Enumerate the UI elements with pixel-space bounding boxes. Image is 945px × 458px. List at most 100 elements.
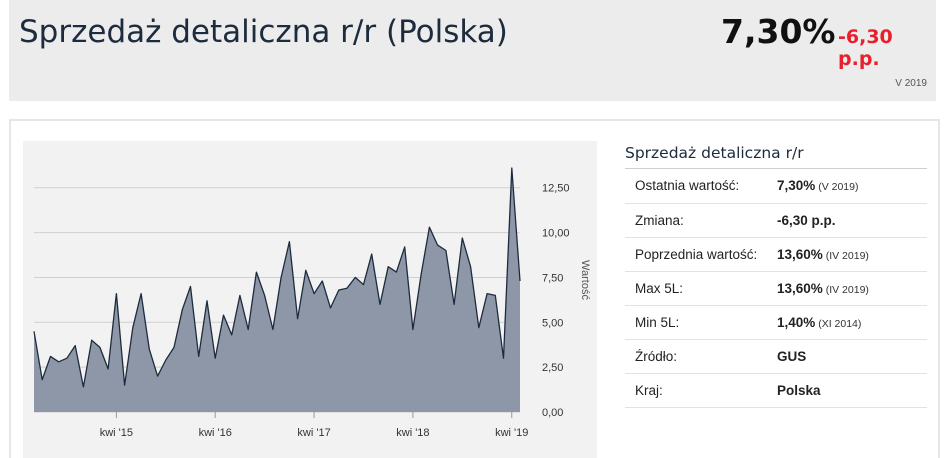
info-value-text: GUS [777,348,807,364]
data-point [412,328,414,330]
data-point [272,328,274,330]
line-chart[interactable]: 0,00 2,50 5,00 7,50 10,00 12,50 kwi '15 kwi '16… [23,141,597,458]
info-value-period: (XI 2014) [815,317,862,330]
info-row-label: Poprzednia wartość: [635,246,758,262]
y-tick-label: 10,00 [542,228,570,240]
data-point [66,357,68,359]
data-point [214,357,216,359]
info-value-period: (V 2019) [815,181,859,194]
info-row: Min 5L: 1,40% (XI 2014) [625,305,927,339]
data-point [338,289,340,291]
y-axis-label: Wartość [579,260,591,300]
data-point [494,294,496,296]
data-point [181,309,183,311]
data-point [436,244,438,246]
series-line [33,167,521,388]
data-point [74,344,76,346]
data-point [140,292,142,294]
x-tick-label: kwi '18 [396,427,429,439]
data-point [239,294,241,296]
info-row: Kraj: Polska [625,373,927,407]
data-point [428,226,430,228]
y-tick-label: 5,00 [542,317,563,329]
x-tick-label: kwi '16 [199,427,232,439]
data-point [404,246,406,248]
info-value-text: Polska [777,382,821,398]
data-point [486,292,488,294]
y-tick-label: 7,50 [542,272,563,284]
data-point [305,269,307,271]
data-point [502,357,504,359]
data-point [156,375,158,377]
data-point [354,276,356,278]
info-row-value: 13,60% (IV 2019) [777,271,927,305]
chart-area[interactable]: 0,00 2,50 5,00 7,50 10,00 12,50 kwi '15 kwi '16… [23,141,597,458]
header-bar: Sprzedaż detaliczna r/r (Polska) 7,30% -… [9,0,936,101]
data-point [280,276,282,278]
info-panel: Sprzedaż detaliczna r/r Ostatnia wartość… [625,142,927,408]
data-point [379,303,381,305]
data-point [445,249,447,251]
data-point [99,346,101,348]
info-row: Max 5L: 13,60% (IV 2019) [625,271,927,305]
data-point [206,300,208,302]
data-point [511,167,513,169]
info-value-text: -6,30 p.p. [777,212,836,228]
data-point [123,384,125,386]
change-value: -6,30 p.p. [838,26,893,70]
data-point [33,330,35,332]
info-row-value: 1,40% (XI 2014) [777,305,927,339]
data-point [453,303,455,305]
info-row-value: GUS [777,339,927,373]
info-row: Źródło: GUS [625,339,927,373]
y-tick-label: 12,50 [542,183,570,195]
series-area [34,168,520,412]
x-tick-label: kwi '15 [100,427,133,439]
data-point [313,292,315,294]
info-value-period: (IV 2019) [822,249,869,262]
data-point [329,307,331,309]
data-point [231,334,233,336]
period-label: V 2019 [895,78,927,89]
info-row-value: 7,30% (V 2019) [777,169,927,203]
data-point [107,368,109,370]
info-title: Sprzedaż detaliczna r/r [625,142,927,169]
x-tick-label: kwi '17 [297,427,330,439]
info-value-period: (IV 2019) [822,283,869,296]
info-value-text: 13,60% [777,246,823,262]
data-point [41,379,43,381]
info-row: Ostatnia wartość: 7,30% (V 2019) [625,169,927,203]
data-point [469,266,471,268]
data-point [362,283,364,285]
data-point [395,271,397,273]
info-row-label: Kraj: [635,382,663,398]
data-point [189,285,191,287]
info-row-label: Min 5L: [635,314,680,330]
info-row-label: Źródło: [635,348,678,364]
data-point [263,294,265,296]
data-point [371,253,373,255]
x-tick-label: kwi '19 [495,427,528,439]
data-point [132,327,134,329]
data-point [198,355,200,357]
data-point [288,240,290,242]
data-point [49,355,51,357]
current-value: 7,30% [721,12,836,51]
info-value-text: 1,40% [777,314,816,330]
data-point [296,318,298,320]
info-row-value: 13,60% (IV 2019) [777,237,927,271]
info-row: Zmiana: -6,30 p.p. [625,203,927,237]
y-tick-label: 2,50 [542,362,563,374]
info-row-value: Polska [777,373,927,407]
data-point [165,359,167,361]
info-row-label: Max 5L: [635,280,684,296]
data-point [222,314,224,316]
info-value-text: 7,30% [777,178,816,194]
info-row-value: -6,30 p.p. [777,203,927,237]
data-point [519,280,521,282]
data-point [346,287,348,289]
info-table: Ostatnia wartość: 7,30% (V 2019) Zmiana: -6… [625,169,927,408]
data-point [115,292,117,294]
info-row-label: Ostatnia wartość: [635,178,740,194]
data-point [255,271,257,273]
